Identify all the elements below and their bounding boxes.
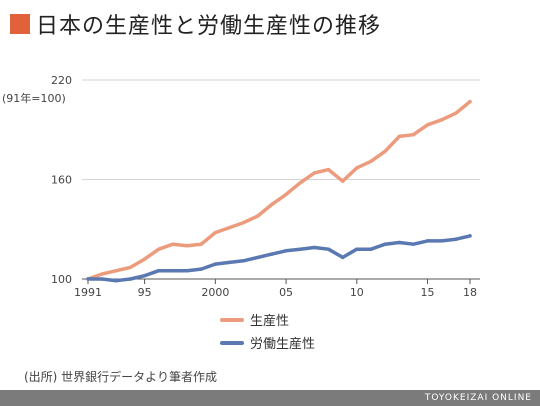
data-point-1-1997	[171, 269, 175, 273]
data-point-1-1995	[142, 273, 147, 278]
data-point-0-2016	[440, 118, 444, 122]
x-tick-label-05: 05	[279, 286, 293, 299]
data-point-0-1997	[171, 242, 175, 246]
x-tick-label-18: 18	[463, 286, 477, 299]
data-point-1-2017	[454, 237, 458, 241]
data-point-0-2015	[425, 123, 430, 127]
data-point-1-2013	[397, 240, 401, 245]
data-point-0-2007	[312, 171, 317, 175]
footer-bar: TOYOKEIZAI ONLINE	[0, 390, 540, 406]
data-point-1-2008	[326, 247, 331, 251]
data-point-1-2001	[227, 260, 232, 265]
data-point-0-1995	[142, 257, 147, 261]
legend-label-0: 生産性	[250, 313, 289, 329]
y-tick-label-160: 160	[51, 174, 72, 187]
data-point-1-1998	[185, 269, 189, 273]
data-point-1-1993	[114, 278, 118, 283]
source-note: (出所) 世界銀行データより筆者作成	[24, 370, 217, 384]
data-point-1-2009	[340, 255, 345, 260]
data-point-0-2013	[397, 134, 401, 139]
data-point-1-2018	[468, 234, 472, 238]
data-point-0-1993	[114, 269, 118, 273]
data-point-1-2004	[270, 252, 274, 256]
data-point-1-1992	[100, 277, 104, 281]
data-point-0-2003	[256, 214, 260, 218]
y-tick-label-220: 220	[51, 74, 72, 87]
data-point-1-2011	[369, 247, 373, 251]
data-point-0-1998	[185, 244, 189, 248]
data-point-0-2011	[369, 159, 373, 163]
data-point-1-2010	[355, 247, 359, 251]
data-point-1-2000	[213, 262, 218, 266]
data-point-1-1996	[157, 269, 161, 273]
chart-title: 日本の生産性と労働生産性の推移	[36, 14, 382, 39]
data-point-0-2008	[326, 167, 331, 172]
legend-label-1: 労働生産性	[250, 336, 315, 352]
data-point-1-1991	[86, 277, 90, 281]
chart-title-area: 日本の生産性と労働生産性の推移	[10, 8, 381, 40]
data-point-1-2014	[411, 242, 416, 246]
data-point-0-1994	[128, 265, 133, 270]
data-point-0-2014	[411, 133, 416, 137]
data-point-1-2006	[298, 247, 302, 251]
data-point-0-1999	[199, 242, 203, 246]
data-point-1-2016	[440, 239, 444, 243]
data-point-0-2009	[340, 179, 345, 183]
data-point-0-2010	[355, 166, 359, 170]
data-point-1-2015	[425, 239, 430, 243]
series-line-0	[86, 99, 472, 281]
data-point-0-1992	[100, 272, 104, 276]
x-tick-label-1991: 1991	[74, 286, 102, 299]
footer-brand: TOYOKEIZAI ONLINE	[424, 393, 532, 403]
data-point-1-2005	[284, 249, 288, 253]
x-axis: 1991 95 2000 05 10 15 18	[74, 278, 480, 299]
y-axis-unit-label: (91年=100)	[2, 91, 66, 105]
data-point-1-2003	[256, 255, 260, 260]
x-tick-label-2000: 2000	[201, 286, 229, 299]
x-tick-label-95: 95	[138, 286, 152, 299]
y-tick-label-100: 100	[51, 273, 72, 286]
title-marker-square	[10, 14, 30, 34]
data-point-1-2002	[241, 259, 246, 263]
grid-lines	[82, 79, 480, 280]
data-point-0-2006	[298, 181, 302, 185]
data-point-0-2001	[227, 225, 232, 230]
data-point-0-2018	[468, 99, 472, 104]
data-point-0-2004	[270, 202, 274, 207]
series-line-1	[86, 234, 472, 283]
data-point-0-2012	[383, 149, 387, 154]
data-point-1-2012	[383, 242, 387, 246]
data-point-1-2007	[312, 245, 317, 250]
data-point-0-2017	[454, 111, 458, 115]
data-point-1-1994	[128, 277, 133, 281]
x-tick-label-10: 10	[350, 286, 364, 299]
series-lines	[86, 99, 472, 283]
data-point-1-1999	[199, 267, 203, 271]
x-tick-label-15: 15	[421, 286, 435, 299]
data-point-0-1996	[157, 247, 161, 251]
data-point-0-2000	[213, 230, 218, 235]
data-point-0-2002	[241, 220, 246, 225]
y-tick-labels: 100 160 220	[51, 74, 72, 286]
data-point-0-2005	[284, 192, 288, 197]
